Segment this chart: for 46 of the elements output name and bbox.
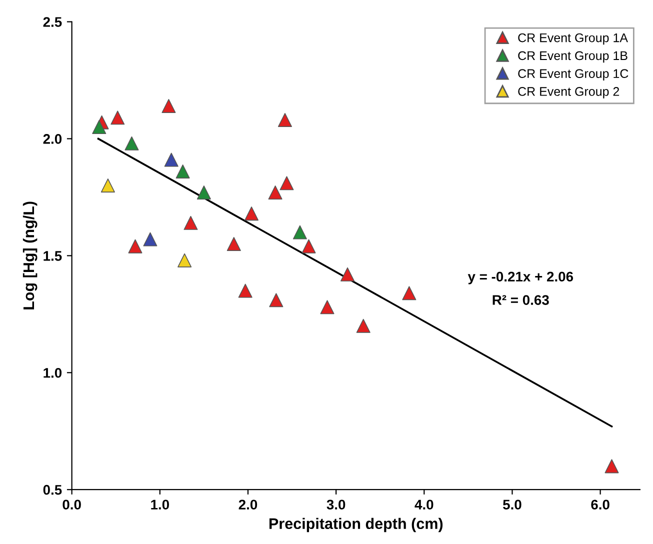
x-tick-label: 2.0: [238, 500, 258, 510]
x-tick-label: 0.0: [62, 500, 81, 510]
point: [604, 459, 619, 474]
y-tick-label: 1.5: [44, 251, 62, 261]
point: [278, 113, 292, 128]
annotation: R² = 0.63: [492, 295, 549, 305]
point: [302, 239, 316, 254]
x-tick-label: 4.0: [414, 500, 434, 510]
point: [162, 98, 176, 113]
x-tick-label: 3.0: [326, 500, 346, 510]
point: [268, 186, 282, 200]
point: [340, 267, 355, 282]
y-tick-label: 1.0: [44, 368, 62, 378]
annotation: y = -0.21x + 2.06: [468, 272, 574, 284]
legend-label: CR Event Group 1C: [518, 69, 628, 80]
point: [292, 225, 307, 240]
legend-label: CR Event Group 2: [518, 87, 620, 98]
point: [128, 239, 142, 254]
point: [92, 120, 106, 134]
point: [164, 152, 178, 167]
point: [178, 253, 192, 268]
point: [100, 178, 115, 193]
point: [124, 136, 139, 150]
y-tick-label: 2.0: [43, 134, 62, 144]
y-tick-label: 2.5: [43, 17, 62, 27]
legend-label: CR Event Group 1A: [518, 33, 628, 45]
x-tick-label: 6.0: [591, 500, 610, 510]
point: [356, 318, 370, 333]
point: [184, 216, 198, 230]
y-tick-label: 0.5: [43, 484, 62, 495]
point: [176, 164, 190, 178]
y-axis-title: Log [Hg] (ng/L): [22, 202, 38, 310]
point: [269, 293, 284, 308]
point: [244, 206, 259, 221]
x-axis-title: Precipitation depth (cm): [269, 518, 443, 532]
legend-label: CR Event Group 1B: [518, 51, 628, 63]
point: [320, 300, 334, 314]
point: [196, 186, 211, 200]
point: [110, 110, 125, 125]
x-tick-label: 1.0: [151, 500, 169, 510]
point: [143, 232, 158, 246]
point: [280, 176, 294, 190]
point: [402, 286, 416, 300]
point: [238, 284, 252, 298]
x-tick-label: 5.0: [503, 500, 522, 510]
point: [226, 236, 241, 251]
